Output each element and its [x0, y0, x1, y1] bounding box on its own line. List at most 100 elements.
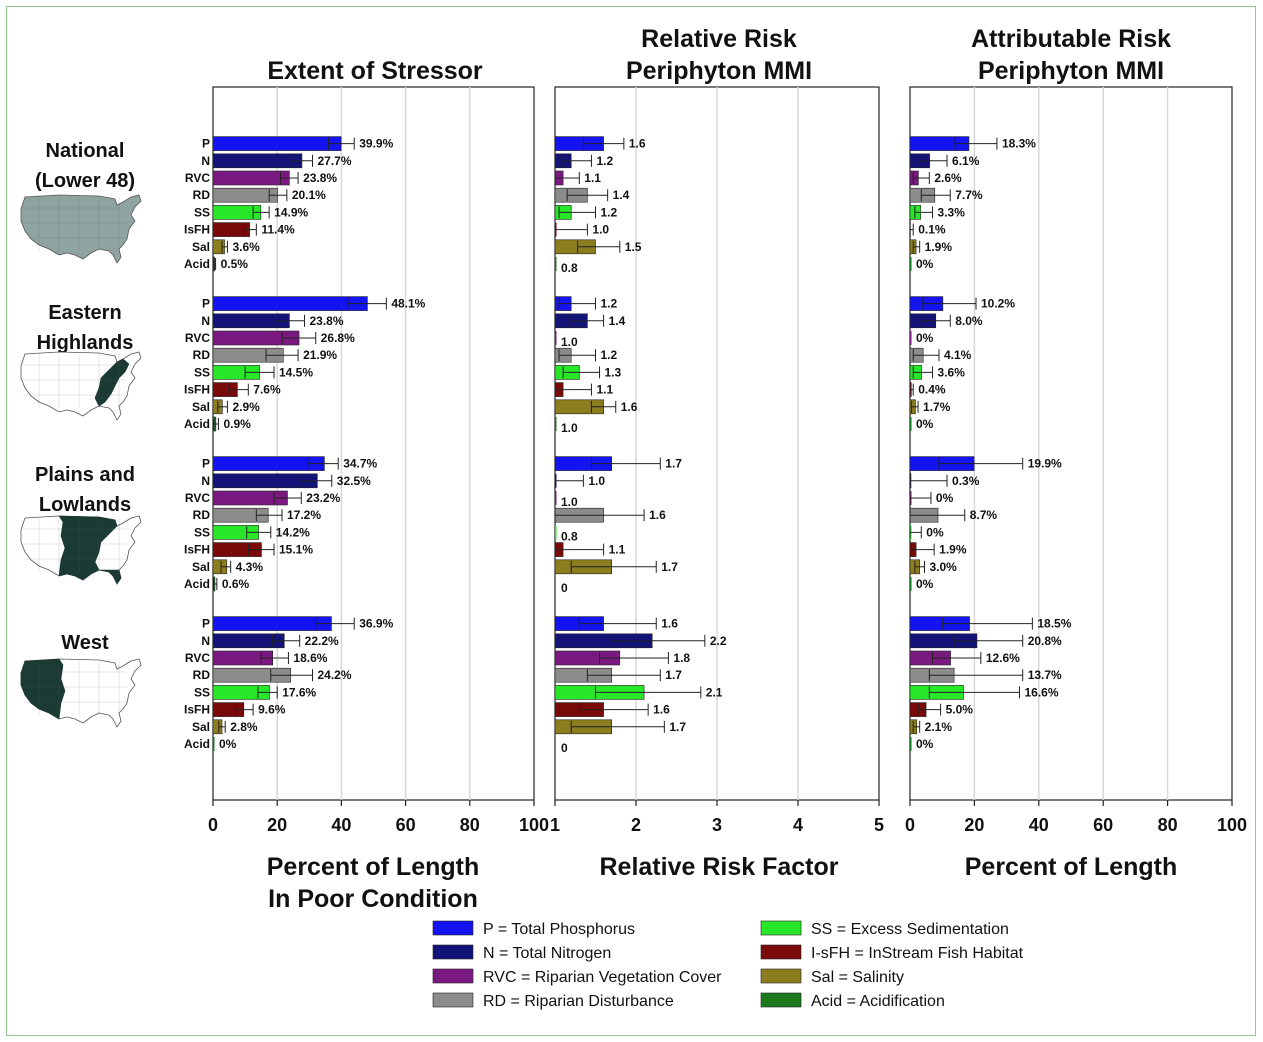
data-label: 3.0% — [929, 560, 957, 574]
data-label: 1.7 — [665, 457, 682, 471]
legend-label: N = Total Nitrogen — [483, 945, 611, 962]
x-axis-title: In Poor Condition — [268, 885, 478, 913]
x-tick-label: 20 — [267, 815, 287, 835]
x-axis-title: Percent of Length — [267, 853, 480, 881]
data-label: 12.6% — [986, 651, 1020, 665]
panel-title: Relative Risk — [641, 25, 797, 53]
category-label: P — [202, 297, 210, 311]
data-label: 1.3 — [605, 365, 622, 379]
legend-swatch — [761, 993, 801, 1007]
bar-ss — [555, 525, 557, 539]
category-label: N — [201, 474, 210, 488]
data-label: 1.8 — [673, 651, 690, 665]
x-tick-label: 40 — [331, 815, 351, 835]
highlighted-region — [21, 659, 65, 719]
data-label: 0% — [936, 491, 954, 505]
legend-swatch — [761, 945, 801, 959]
category-label: RVC — [185, 491, 210, 505]
x-tick-label: 0 — [208, 815, 218, 835]
bar-acid — [555, 257, 557, 271]
bar-acid — [910, 257, 912, 271]
data-label: 17.2% — [287, 508, 321, 522]
data-label: 18.3% — [1002, 137, 1036, 151]
panel-title: Attributable Risk — [971, 25, 1171, 53]
category-label: SS — [194, 685, 210, 699]
data-label: 21.9% — [303, 348, 337, 362]
bar-acid — [910, 577, 912, 591]
category-label: IsFH — [184, 383, 210, 397]
data-label: 0% — [916, 331, 934, 345]
data-label: 2.1 — [706, 685, 723, 699]
legend-swatch — [433, 921, 473, 935]
data-label: 0 — [561, 581, 568, 595]
x-tick-label: 0 — [905, 815, 915, 835]
data-label: 1.0 — [561, 335, 578, 349]
x-tick-label: 100 — [519, 815, 549, 835]
data-label: 39.9% — [359, 137, 393, 151]
data-label: 0.8 — [561, 529, 578, 543]
data-label: 4.1% — [944, 348, 972, 362]
bar-rvc — [213, 171, 289, 185]
data-label: 18.6% — [293, 651, 327, 665]
bar-rvc — [910, 331, 912, 345]
data-label: 0.3% — [952, 474, 980, 488]
data-label: 9.6% — [258, 703, 286, 717]
data-label: 1.9% — [939, 543, 967, 557]
data-label: 0.6% — [222, 577, 250, 591]
data-label: 1.2 — [596, 154, 613, 168]
data-label: 0% — [219, 737, 237, 751]
data-label: 14.5% — [279, 365, 313, 379]
data-label: 1.0 — [588, 474, 605, 488]
category-label: SS — [194, 205, 210, 219]
data-label: 19.9% — [1028, 457, 1062, 471]
region-label: (Lower 48) — [35, 170, 135, 192]
data-label: 48.1% — [391, 297, 425, 311]
data-label: 0 — [561, 741, 568, 755]
data-label: 23.8% — [303, 171, 337, 185]
data-label: 1.2 — [601, 348, 618, 362]
x-tick-label: 40 — [1029, 815, 1049, 835]
data-label: 0.9% — [223, 417, 251, 431]
map-plains-lowlands-icon — [21, 516, 141, 584]
data-label: 1.6 — [653, 703, 670, 717]
legend-swatch — [761, 921, 801, 935]
bar-acid — [910, 417, 912, 431]
bar-p — [213, 137, 341, 151]
legend-swatch — [433, 993, 473, 1007]
x-tick-label: 5 — [874, 815, 884, 835]
map-eastern-highlands-icon — [21, 352, 141, 420]
data-label: 0% — [916, 257, 934, 271]
x-tick-label: 4 — [793, 815, 803, 835]
region-label: Lowlands — [39, 494, 131, 516]
category-label: N — [201, 154, 210, 168]
data-label: 10.2% — [981, 297, 1015, 311]
category-label: Sal — [192, 240, 210, 254]
region-west: West — [21, 632, 141, 727]
category-label: Acid — [184, 737, 210, 751]
bar-acid — [910, 737, 912, 751]
region-label: Eastern — [48, 302, 121, 324]
data-label: 0.5% — [221, 257, 249, 271]
data-label: 7.7% — [955, 188, 983, 202]
category-label: Acid — [184, 577, 210, 591]
data-label: 14.9% — [274, 205, 308, 219]
data-label: 8.7% — [970, 508, 998, 522]
data-label: 11.4% — [261, 223, 295, 237]
legend-swatch — [433, 945, 473, 959]
data-label: 2.2 — [710, 634, 727, 648]
category-label: Sal — [192, 560, 210, 574]
panel-title: Extent of Stressor — [267, 57, 483, 85]
data-label: 0% — [916, 417, 934, 431]
data-label: 0.8 — [561, 261, 578, 275]
x-axis-title: Percent of Length — [965, 853, 1178, 881]
data-label: 1.6 — [621, 400, 638, 414]
data-label: 1.7 — [669, 720, 686, 734]
data-label: 2.8% — [230, 720, 258, 734]
data-label: 27.7% — [318, 154, 352, 168]
panel-title: Periphyton MMI — [978, 57, 1164, 85]
